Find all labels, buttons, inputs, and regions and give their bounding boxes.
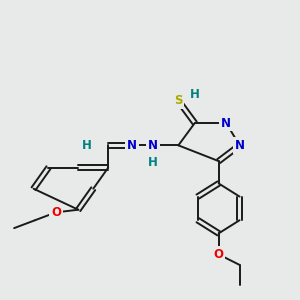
Text: N: N — [221, 116, 231, 130]
Text: H: H — [190, 88, 200, 100]
Text: N: N — [235, 139, 244, 152]
Text: N: N — [148, 139, 158, 152]
Text: H: H — [82, 139, 92, 152]
Text: H: H — [148, 156, 158, 169]
Text: O: O — [214, 248, 224, 261]
Text: N: N — [127, 139, 137, 152]
Text: O: O — [51, 206, 61, 219]
Text: S: S — [174, 94, 183, 107]
